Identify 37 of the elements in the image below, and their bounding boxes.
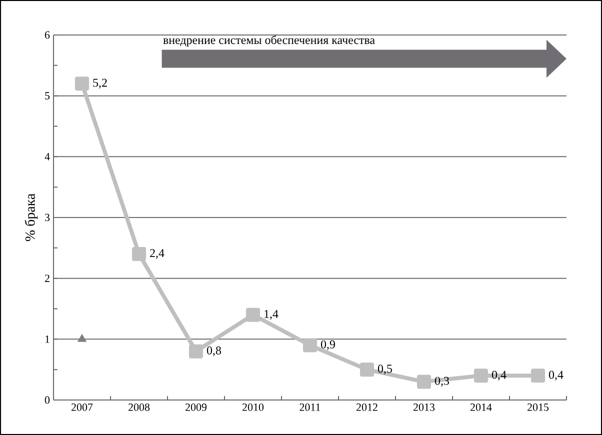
x-tick-label: 2007 <box>72 404 93 411</box>
y-axis-title: % брака <box>24 194 38 242</box>
data-label: 5,2 <box>93 78 107 89</box>
y-tick-label: 5 <box>45 92 50 100</box>
x-tick-label: 2014 <box>470 404 492 411</box>
y-tick-label: 1 <box>45 336 50 343</box>
point <box>531 368 545 383</box>
y-tick-label: 6 <box>44 31 50 39</box>
x-tick-label: 2008 <box>128 404 150 411</box>
x-tick-label: 2012 <box>356 404 378 411</box>
x-tick-label: 2013 <box>414 404 435 411</box>
annotation: внедрение системы обеспечения качества <box>163 35 375 47</box>
x-tick-label: 2015 <box>528 404 549 411</box>
point <box>417 374 432 389</box>
y-tick-label: 3 <box>45 214 50 222</box>
x-tick-label: 2010 <box>242 404 264 411</box>
point <box>474 368 488 383</box>
data-label: 0,9 <box>320 340 335 350</box>
data-label: 0,8 <box>206 346 222 356</box>
data-label: 0,3 <box>434 376 450 387</box>
data-label: 1,4 <box>264 310 278 320</box>
y-tick-label: 2 <box>44 274 50 282</box>
x-tick-label: 2011 <box>300 404 320 411</box>
point <box>75 76 90 91</box>
y-tick-label: 4 <box>44 153 50 160</box>
data-label: 2,4 <box>150 249 164 259</box>
data-label: 0,4 <box>492 370 506 381</box>
data-label: 0,5 <box>378 364 392 374</box>
point <box>77 334 87 342</box>
y-tick-label: 0 <box>44 396 50 404</box>
data-label: 0,4 <box>548 370 564 381</box>
point <box>303 338 318 352</box>
point <box>360 362 374 377</box>
x-tick-label: 2009 <box>186 404 207 411</box>
point <box>246 308 260 322</box>
point <box>189 344 204 358</box>
point <box>132 246 146 261</box>
